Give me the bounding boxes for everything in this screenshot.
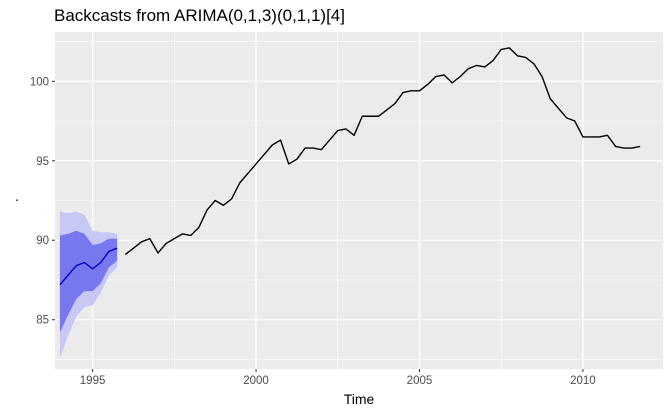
axes: 1995 2000 2005 2010 85 90 95 100 [30, 76, 596, 387]
series-lines [59, 47, 641, 286]
band-80-interval [59, 230, 118, 333]
prediction-bands [59, 211, 118, 358]
y-tick-label: 90 [36, 235, 49, 247]
chart-title: Backcasts from ARIMA(0,1,3)(0,1,1)[4] [54, 6, 345, 25]
y-tick-label: 95 [36, 156, 49, 168]
y-tick-label: 100 [30, 76, 49, 88]
observed-line [124, 47, 641, 256]
x-tick-label: 2005 [407, 375, 433, 387]
x-axis-title: Time [344, 391, 375, 407]
x-tick-label: 2010 [570, 375, 596, 387]
y-tick-label: 85 [36, 315, 49, 327]
y-axis-title: . [15, 188, 19, 204]
backcast-line [59, 247, 118, 286]
x-tick-label: 1995 [80, 375, 106, 387]
grid-lines [55, 32, 663, 369]
x-tick-label: 2000 [243, 375, 269, 387]
